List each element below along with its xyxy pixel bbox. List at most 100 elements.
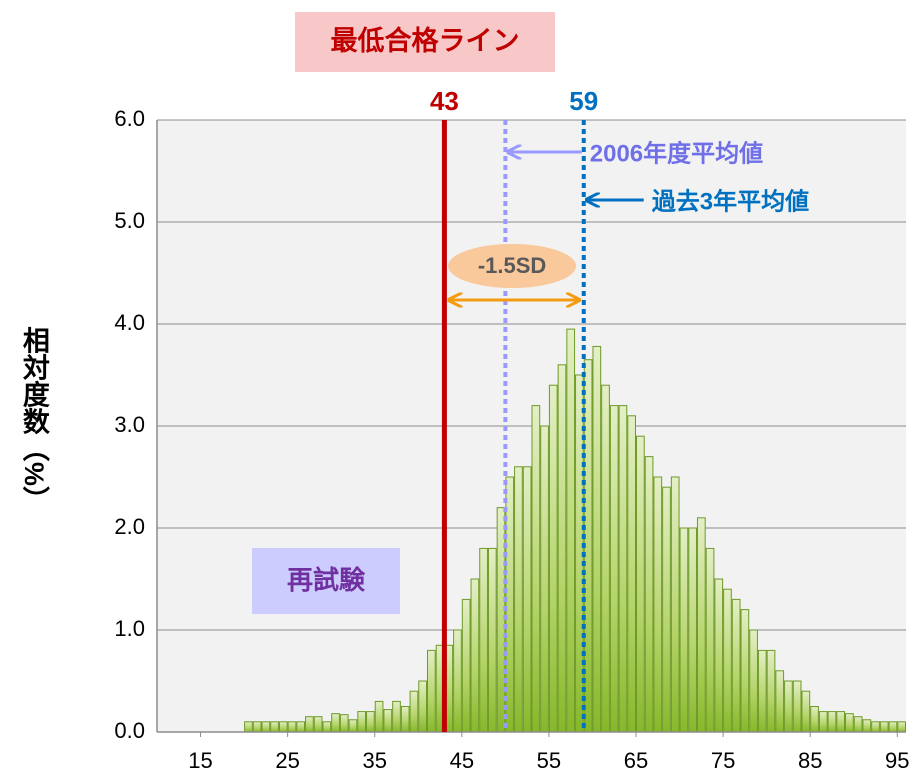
y-axis-label: 相対度数（%） [19,327,50,513]
x-tick-label: 25 [275,748,299,773]
bar [618,405,628,733]
bar [296,721,306,733]
bar [836,711,846,733]
bar [723,588,732,733]
bar [287,721,297,733]
bar [331,713,340,733]
bar [827,711,837,733]
bar [740,609,750,733]
y-tick-label: 6.0 [114,106,145,131]
bar [505,476,515,733]
region-box [252,548,400,614]
bar [400,706,410,733]
bar [348,719,358,733]
bar [662,486,671,733]
bar [313,716,323,733]
x-tick-label: 45 [450,748,474,773]
bar [792,680,802,733]
bar [897,721,907,733]
bar [374,700,384,733]
title-box [295,12,555,72]
bar [461,598,471,733]
note-label: 2006年度平均値 [590,139,763,167]
bar [853,716,863,733]
x-tick-label: 95 [885,748,909,773]
y-tick-label: 4.0 [114,310,145,335]
y-tick-label: 3.0 [114,412,145,437]
bar [270,721,279,733]
bar [418,680,427,733]
bar [644,456,654,733]
bar [714,578,724,733]
y-tick-label: 0.0 [114,718,145,743]
bar [871,721,880,733]
bar [252,721,262,733]
bar [810,706,819,733]
bar [653,476,663,733]
bar [801,690,811,733]
bar [339,714,349,733]
bar [540,425,549,733]
bar [479,547,488,733]
bar [548,384,558,733]
bar [888,721,898,733]
bar [470,578,480,733]
bar [557,364,567,733]
bar [601,384,610,733]
bar [409,690,419,733]
bar [322,721,332,733]
bar [392,700,401,733]
x-tick-label: 15 [188,748,212,773]
bar [705,547,715,733]
bar [636,435,645,733]
bar [244,721,253,733]
bar [845,713,854,733]
bar [278,721,288,733]
reference-value: 59 [569,86,598,116]
note-label: 過去3年平均値 [652,187,809,215]
bar [357,711,367,733]
bar [531,405,541,733]
x-tick-label: 55 [537,748,561,773]
sd-badge [448,244,577,288]
bar [426,649,436,733]
bar [514,466,523,733]
bar [522,466,532,733]
bar [261,721,271,733]
x-tick-label: 35 [362,748,386,773]
bar [366,711,375,733]
bar [749,629,758,733]
y-tick-label: 5.0 [114,208,145,233]
bar [879,721,889,733]
bar [679,527,689,733]
region-label: 再試験 [287,565,366,595]
bar [670,476,680,733]
bar [627,415,637,733]
x-tick-label: 75 [711,748,735,773]
bar [609,405,619,733]
bar [487,547,497,733]
bar [592,345,602,733]
bar [818,711,828,733]
bar [862,719,872,733]
y-tick-label: 2.0 [114,514,145,539]
bar [696,517,706,733]
x-tick-label: 65 [624,748,648,773]
bar [766,649,776,733]
chart-title: 最低合格ライン [331,25,520,56]
x-tick-label: 85 [798,748,822,773]
reference-value: 43 [430,86,459,116]
bar [383,709,393,733]
bar [453,629,462,733]
bar [305,716,314,733]
bar [757,649,767,733]
bar [731,598,741,733]
bar [784,680,793,733]
bar [775,670,785,733]
bar [688,527,697,733]
bar [566,328,576,733]
y-tick-label: 1.0 [114,616,145,641]
sd-label: -1.5SD [478,253,546,278]
